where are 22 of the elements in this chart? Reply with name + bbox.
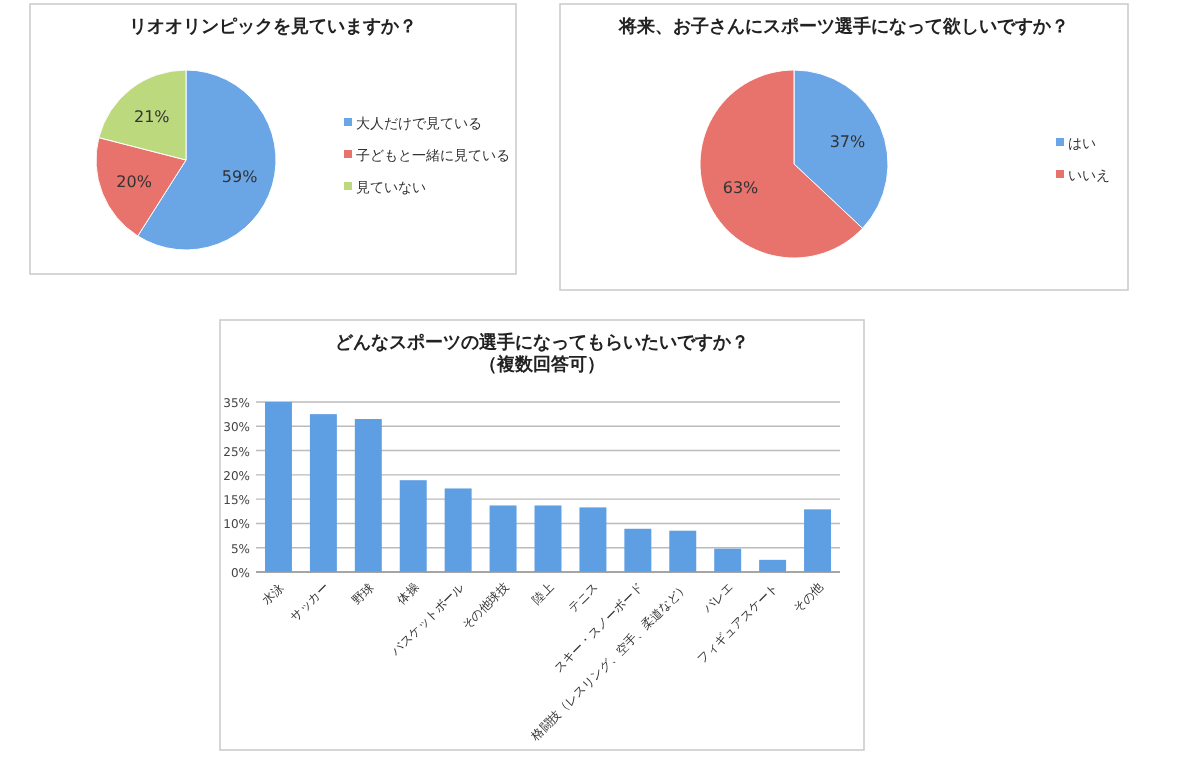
- bar: [534, 505, 562, 572]
- chart-subtitle: （複数回答可）: [479, 354, 605, 376]
- bar: [804, 509, 832, 572]
- bar: [759, 559, 787, 572]
- data-label: 37%: [829, 132, 867, 151]
- chart-title: リオオリンピックを見ていますか？: [129, 16, 417, 38]
- bar: [444, 488, 472, 572]
- data-label: 20%: [116, 172, 153, 191]
- bar: [264, 402, 292, 572]
- chart-title: 将来、お子さんにスポーツ選手になって欲しいですか？: [617, 16, 1069, 38]
- bar: [714, 548, 742, 572]
- bar: [354, 419, 382, 572]
- bar: [399, 480, 427, 572]
- bar: [579, 507, 607, 572]
- data-label: 63%: [722, 179, 760, 198]
- data-label: 59%: [221, 167, 259, 186]
- bar: [669, 530, 697, 572]
- bar: [624, 528, 652, 572]
- bar: [309, 414, 337, 572]
- data-label: 21%: [134, 107, 171, 126]
- chart-title: どんなスポーツの選手になってもらいたいですか？: [335, 332, 749, 354]
- bar: [489, 505, 517, 572]
